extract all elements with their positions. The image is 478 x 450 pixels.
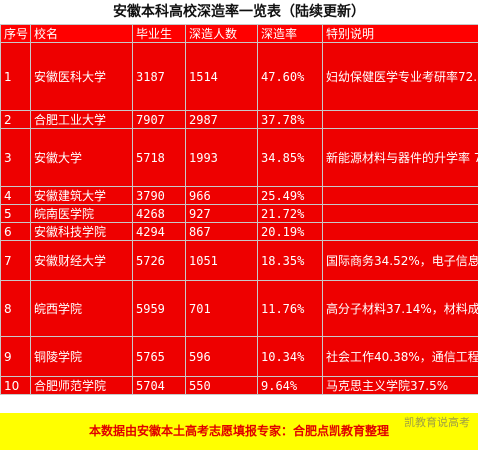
cell-further: 1051 — [185, 240, 258, 281]
table-row: 3 安徽大学 5718 1993 34.85% 新能源材料与器件的升学率 79.… — [0, 128, 478, 187]
cell-note: 新能源材料与器件的升学率 79.17%，环境科学75% — [322, 128, 478, 187]
cell-note: 妇幼保健医学专业考研率72.31%，健康服务与管理考研率69.23%。 — [322, 42, 478, 111]
cell-school: 安徽医科大学 — [30, 42, 133, 111]
table-row: 9 铜陵学院 5765 596 10.34% 社会工作40.38%，通信工程27… — [0, 336, 478, 377]
watermark: 凯教育说高考 — [404, 416, 470, 429]
cell-further: 596 — [185, 336, 258, 377]
cell-rate: 11.76% — [257, 280, 323, 337]
cell-note — [322, 222, 478, 241]
cell-rate: 21.72% — [257, 204, 323, 223]
cell-further: 1993 — [185, 128, 258, 187]
cell-rate: 37.78% — [257, 110, 323, 129]
cell-school: 安徽财经大学 — [30, 240, 133, 281]
cell-no: 5 — [0, 204, 31, 223]
cell-graduates: 3187 — [132, 42, 186, 111]
cell-no: 4 — [0, 186, 31, 205]
cell-graduates: 5704 — [132, 376, 186, 395]
cell-graduates: 4268 — [132, 204, 186, 223]
cell-no: 1 — [0, 42, 31, 111]
cell-rate: 47.60% — [257, 42, 323, 111]
cell-further: 2987 — [185, 110, 258, 129]
col-header-further: 深造人数 — [185, 24, 258, 43]
cell-graduates: 5765 — [132, 336, 186, 377]
cell-school: 合肥工业大学 — [30, 110, 133, 129]
table-row: 10 合肥师范学院 5704 550 9.64% 马克思主义学院37.5% — [0, 376, 478, 395]
cell-rate: 20.19% — [257, 222, 323, 241]
cell-no: 9 — [0, 336, 31, 377]
table-row: 6 安徽科技学院 4294 867 20.19% — [0, 222, 478, 241]
cell-graduates: 5726 — [132, 240, 186, 281]
cell-school: 合肥师范学院 — [30, 376, 133, 395]
cell-rate: 25.49% — [257, 186, 323, 205]
cell-graduates: 4294 — [132, 222, 186, 241]
cell-further: 1514 — [185, 42, 258, 111]
cell-no: 2 — [0, 110, 31, 129]
cell-rate: 34.85% — [257, 128, 323, 187]
data-table: 序号 校名 毕业生 深造人数 深造率 特别说明 1 安徽医科大学 3187 15… — [0, 24, 478, 395]
table-row: 8 皖西学院 5959 701 11.76% 高分子材料37.14%，材料成型与… — [0, 280, 478, 337]
table-title: 安徽本科高校深造率一览表（陆续更新） — [0, 0, 478, 24]
cell-no: 7 — [0, 240, 31, 281]
cell-note: 社会工作40.38%，通信工程27% — [322, 336, 478, 377]
cell-graduates: 5718 — [132, 128, 186, 187]
col-header-graduates: 毕业生 — [132, 24, 186, 43]
cell-graduates: 5959 — [132, 280, 186, 337]
cell-further: 701 — [185, 280, 258, 337]
cell-school: 铜陵学院 — [30, 336, 133, 377]
cell-note — [322, 204, 478, 223]
source-footer: 本数据由安徽本土高考志愿填报专家：合肥点凯教育整理 — [0, 413, 478, 450]
cell-rate: 18.35% — [257, 240, 323, 281]
table-row: 2 合肥工业大学 7907 2987 37.78% — [0, 110, 478, 129]
cell-graduates: 3790 — [132, 186, 186, 205]
header-row: 序号 校名 毕业生 深造人数 深造率 特别说明 — [0, 24, 478, 43]
col-header-school: 校名 — [30, 24, 133, 43]
cell-further: 927 — [185, 204, 258, 223]
cell-further: 966 — [185, 186, 258, 205]
table-row: 7 安徽财经大学 5726 1051 18.35% 国际商务34.52%，电子信… — [0, 240, 478, 281]
cell-no: 3 — [0, 128, 31, 187]
cell-note — [322, 110, 478, 129]
cell-note: 高分子材料37.14%，材料成型与控制技术36.73% — [322, 280, 478, 337]
cell-rate: 10.34% — [257, 336, 323, 377]
cell-school: 皖南医学院 — [30, 204, 133, 223]
cell-school: 皖西学院 — [30, 280, 133, 337]
cell-no: 8 — [0, 280, 31, 337]
cell-rate: 9.64% — [257, 376, 323, 395]
cell-school: 安徽建筑大学 — [30, 186, 133, 205]
cell-no: 10 — [0, 376, 31, 395]
table-row: 4 安徽建筑大学 3790 966 25.49% — [0, 186, 478, 205]
col-header-note: 特别说明 — [322, 24, 478, 43]
cell-further: 867 — [185, 222, 258, 241]
table-row: 5 皖南医学院 4268 927 21.72% — [0, 204, 478, 223]
cell-note: 马克思主义学院37.5% — [322, 376, 478, 395]
cell-school: 安徽科技学院 — [30, 222, 133, 241]
cell-note: 国际商务34.52%，电子信息工程33.33% — [322, 240, 478, 281]
cell-note — [322, 186, 478, 205]
cell-no: 6 — [0, 222, 31, 241]
cell-graduates: 7907 — [132, 110, 186, 129]
table-row: 1 安徽医科大学 3187 1514 47.60% 妇幼保健医学专业考研率72.… — [0, 42, 478, 111]
col-header-no: 序号 — [0, 24, 31, 43]
cell-further: 550 — [185, 376, 258, 395]
cell-school: 安徽大学 — [30, 128, 133, 187]
col-header-rate: 深造率 — [257, 24, 323, 43]
